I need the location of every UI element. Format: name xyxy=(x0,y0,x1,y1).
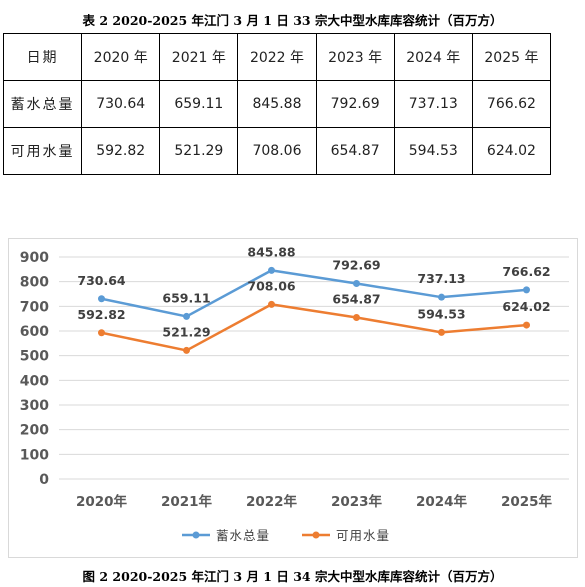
x-tick-label: 2022年 xyxy=(246,493,298,510)
table-cell: 592.82 xyxy=(81,127,161,175)
header-cell: 2025 年 xyxy=(471,33,552,81)
series-lines xyxy=(98,266,530,354)
table-cell: 708.06 xyxy=(237,127,317,175)
data-point xyxy=(268,300,275,308)
table-header-row: 日期 2020 年 2021 年 2022 年 2023 年 2024 年 20… xyxy=(2,33,552,81)
x-tick-label: 2024年 xyxy=(416,493,468,510)
data-point xyxy=(523,321,530,329)
header-cell: 2024 年 xyxy=(393,33,473,81)
series-line-1 xyxy=(101,269,527,318)
gridlines xyxy=(59,256,569,480)
series-line-2 xyxy=(101,303,527,352)
x-axis-ticks: 2020年 2021年 2022年 2023年 2024年 2025年 xyxy=(76,493,553,510)
row-label: 蓄水总量 xyxy=(2,80,83,128)
data-point xyxy=(183,312,190,320)
y-tick-label: 800 xyxy=(20,275,49,291)
table-cell: 654.87 xyxy=(315,127,395,175)
table-cell: 594.53 xyxy=(393,127,473,175)
table-cell: 792.69 xyxy=(315,80,395,128)
data-label: 766.62 xyxy=(502,264,550,279)
y-tick-label: 700 xyxy=(20,299,49,315)
x-tick-label: 2023年 xyxy=(331,493,383,510)
table-caption: 表 2 2020-2025 年江门 3 月 1 日 33 宗大中型水库库容统计（… xyxy=(82,13,503,28)
header-cell: 日期 xyxy=(2,33,83,81)
data-label: 845.88 xyxy=(247,244,295,259)
y-tick-label: 400 xyxy=(20,373,49,389)
line-chart: 0 100 200 300 400 500 600 700 800 900 2020年 2021年 2… xyxy=(8,238,578,558)
y-tick-label: 200 xyxy=(20,423,49,439)
data-point xyxy=(183,346,190,354)
legend-label: 可用水量 xyxy=(336,528,390,543)
figure-caption: 图 2 2020-2025 年江门 3 月 1 日 34 宗大中型水库库容统计（… xyxy=(82,569,503,584)
data-label: 730.64 xyxy=(77,273,126,288)
data-label: 521.29 xyxy=(162,324,210,339)
data-label: 624.02 xyxy=(502,299,550,314)
header-cell: 2021 年 xyxy=(159,33,239,81)
x-tick-label: 2025年 xyxy=(501,493,553,510)
table-cell: 730.64 xyxy=(81,80,161,128)
table-row: 可用水量 592.82 521.29 708.06 654.87 594.53 … xyxy=(2,127,552,175)
data-point xyxy=(353,279,360,287)
y-tick-label: 300 xyxy=(20,398,49,414)
y-tick-label: 0 xyxy=(39,472,49,488)
data-label: 792.69 xyxy=(332,257,380,272)
table-cell: 521.29 xyxy=(159,127,239,175)
data-point xyxy=(98,329,105,337)
data-label: 659.11 xyxy=(162,290,210,305)
data-point xyxy=(268,266,275,274)
y-tick-label: 600 xyxy=(20,324,49,340)
header-cell: 2022 年 xyxy=(237,33,317,81)
data-point xyxy=(98,295,105,303)
header-cell: 2023 年 xyxy=(315,33,395,81)
header-cell: 2020 年 xyxy=(81,33,161,81)
table-cell: 659.11 xyxy=(159,80,239,128)
data-label: 737.13 xyxy=(417,271,465,286)
data-point xyxy=(438,293,445,301)
data-label: 592.82 xyxy=(77,307,125,322)
data-point xyxy=(438,328,445,336)
legend-label: 蓄水总量 xyxy=(216,528,270,543)
y-axis-ticks: 0 100 200 300 400 500 600 700 800 900 xyxy=(20,250,49,488)
data-label: 594.53 xyxy=(417,306,465,321)
table-cell: 845.88 xyxy=(237,80,317,128)
table-cell: 737.13 xyxy=(393,80,473,128)
data-labels: 730.64 659.11 845.88 792.69 737.13 766.62 592.… xyxy=(77,244,550,339)
legend-swatch-marker xyxy=(312,531,320,539)
row-label: 可用水量 xyxy=(2,127,83,175)
legend: 蓄水总量 可用水量 xyxy=(182,528,390,543)
table-cell: 624.02 xyxy=(471,127,552,175)
data-point xyxy=(353,313,360,321)
data-label: 708.06 xyxy=(247,278,296,293)
reservoir-stats-table: 日期 2020 年 2021 年 2022 年 2023 年 2024 年 20… xyxy=(2,33,552,175)
table-cell: 766.62 xyxy=(471,80,552,128)
data-point xyxy=(523,286,530,294)
data-label: 654.87 xyxy=(332,291,380,306)
table-row: 蓄水总量 730.64 659.11 845.88 792.69 737.13 … xyxy=(2,80,552,128)
x-tick-label: 2020年 xyxy=(76,493,128,510)
legend-swatch-marker xyxy=(192,531,200,539)
y-tick-label: 100 xyxy=(20,447,49,463)
x-tick-label: 2021年 xyxy=(161,493,213,510)
y-tick-label: 500 xyxy=(20,349,49,365)
y-tick-label: 900 xyxy=(20,250,49,266)
